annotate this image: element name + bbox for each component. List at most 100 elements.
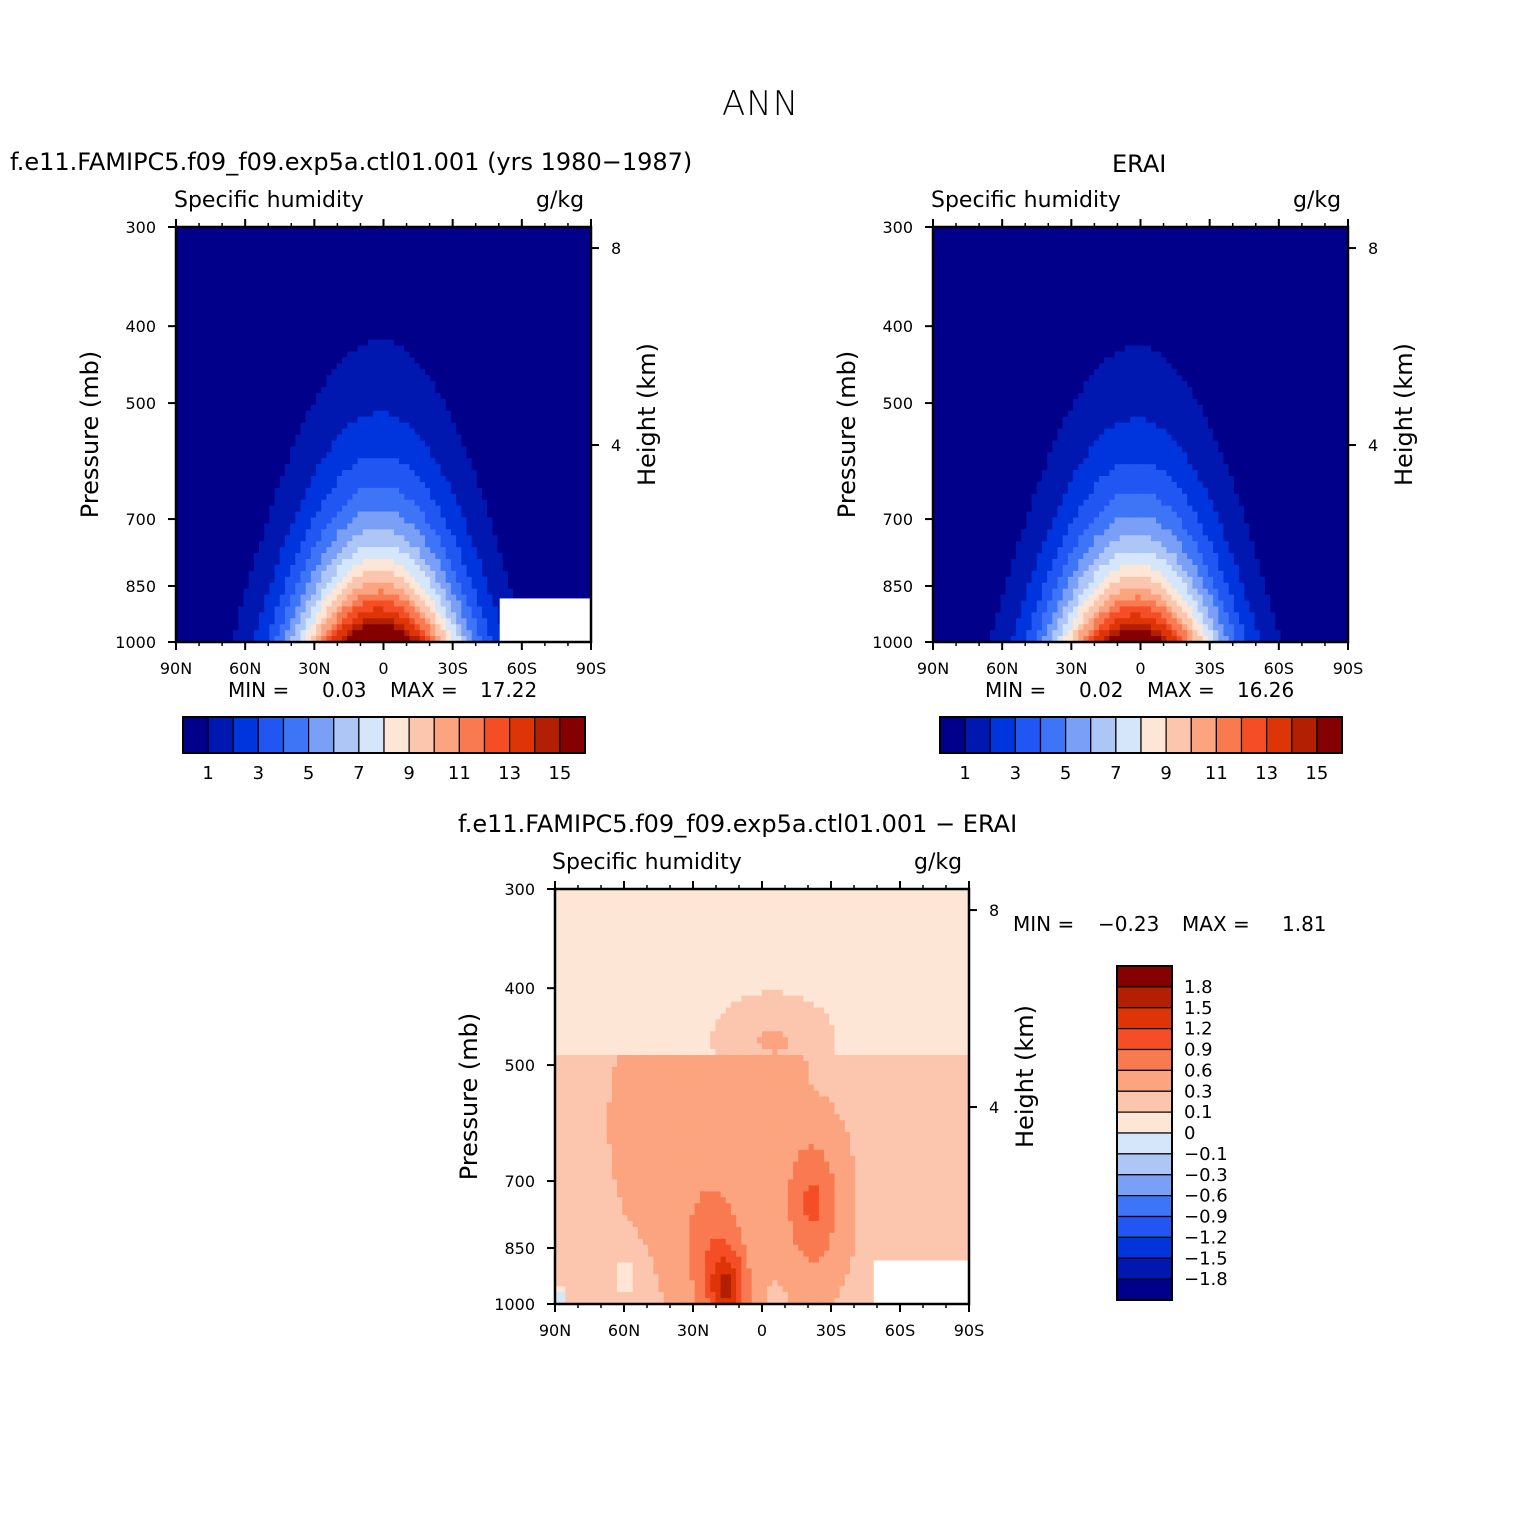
model-field-cell [461, 559, 468, 566]
model-field-cell [222, 298, 229, 305]
model-field-cell [492, 333, 499, 341]
model-field-cell [435, 262, 442, 270]
model-field-cell [181, 369, 187, 376]
model-field-cell [295, 553, 302, 560]
model-field-cell [533, 351, 540, 359]
model-field-cell [233, 446, 239, 453]
model-field-cell [217, 292, 224, 299]
model-field-cell [290, 523, 296, 530]
model-field-cell [482, 422, 488, 430]
diff-max-value: 1.81 [1282, 912, 1327, 936]
model-field-cell [357, 624, 364, 631]
model-field-cell [217, 357, 224, 364]
model-field-cell [523, 280, 530, 287]
model-field-cell [316, 458, 322, 465]
model-field-cell [238, 446, 245, 453]
model-field-cell [295, 446, 302, 453]
model-field-cell [227, 499, 234, 507]
model-field-cell [373, 517, 379, 525]
model-field-cell [196, 375, 203, 382]
model-field-cell [502, 404, 509, 412]
model-field-cell [181, 398, 187, 406]
model-field-cell [259, 428, 265, 436]
model-field-cell [445, 618, 452, 625]
model-field-cell [222, 280, 229, 287]
model-field-cell [383, 351, 390, 359]
model-field-cell [186, 268, 193, 276]
model-field-cell [316, 446, 322, 453]
model-field-cell [191, 387, 198, 394]
model-field-cell [196, 481, 203, 489]
model-field-cell [186, 416, 193, 424]
model-field-cell [233, 487, 239, 495]
model-field-cell [222, 428, 229, 436]
model-field-cell [253, 464, 260, 471]
model-field-cell [471, 523, 478, 530]
model-field-cell [497, 428, 504, 436]
model-field-cell [518, 292, 525, 299]
model-field-cell [419, 381, 426, 388]
model-field-cell [347, 600, 353, 608]
model-field-cell [212, 268, 219, 276]
model-field-cell [295, 422, 302, 430]
model-field-cell [419, 564, 426, 572]
model-field-cell [352, 315, 359, 323]
model-field-cell [450, 387, 457, 394]
model-field-cell [310, 327, 317, 335]
model-field-cell [300, 280, 307, 287]
model-field-cell [295, 416, 302, 424]
model-field-cell [181, 315, 187, 323]
model-field-cell [430, 523, 436, 530]
model-field-cell [295, 476, 302, 483]
model-field-cell [253, 238, 260, 246]
model-field-cell [430, 481, 436, 489]
model-field-cell [399, 280, 405, 287]
model-field-cell [222, 594, 229, 602]
model-field-cell [378, 434, 385, 442]
model-field-cell [399, 446, 405, 453]
model-field-cell [482, 481, 488, 489]
model-field-cell [331, 327, 338, 335]
model-field-cell [222, 564, 229, 572]
model-field-cell [300, 523, 307, 530]
model-field-cell [471, 298, 478, 305]
model-field-cell [248, 315, 255, 323]
model-field-cell [487, 582, 494, 590]
model-field-cell [269, 315, 276, 323]
model-field-cell [513, 470, 519, 477]
model-field-cell [414, 564, 421, 572]
model-field-cell [347, 339, 353, 347]
model-field-cell [404, 262, 411, 270]
model-field-cell [414, 446, 421, 453]
model-field-cell [404, 517, 411, 525]
model-field-cell [378, 493, 385, 501]
model-field-cell [533, 393, 540, 400]
model-field-cell [404, 630, 411, 637]
model-field-cell [461, 298, 468, 305]
model-field-cell [342, 398, 348, 406]
model-field-cell [316, 505, 322, 513]
model-field-cell [539, 351, 545, 359]
model-field-cell [466, 505, 473, 513]
model-field-cell [290, 606, 296, 613]
model-field-cell [487, 576, 494, 584]
model-field-cell [316, 351, 322, 359]
model-field-cell [357, 452, 364, 459]
model-field-cell [222, 458, 229, 465]
model-field-cell [284, 594, 291, 602]
model-field-cell [471, 321, 478, 329]
model-field-cell [321, 315, 328, 323]
model-field-cell [212, 535, 219, 542]
model-field-cell [253, 333, 260, 341]
model-field-cell [207, 292, 213, 299]
model-field-cell [362, 505, 369, 513]
model-field-cell [367, 529, 374, 536]
model-field-cell [399, 487, 405, 495]
model-field-cell [414, 339, 421, 347]
model-field-cell [533, 286, 540, 293]
model-field-cell [414, 588, 421, 596]
model-field-cell [300, 321, 307, 329]
model-field-cell [274, 280, 281, 287]
model-field-cell [259, 600, 265, 608]
model-field-cell [295, 570, 302, 578]
